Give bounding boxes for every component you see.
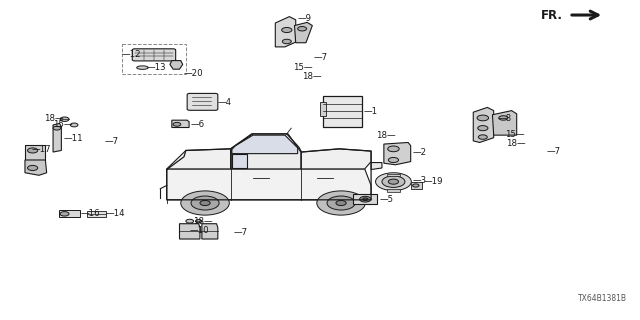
- Circle shape: [363, 198, 368, 200]
- Text: —16: —16: [81, 209, 100, 218]
- Bar: [411, 182, 422, 189]
- Polygon shape: [294, 22, 312, 43]
- Circle shape: [382, 176, 405, 188]
- Text: —12: —12: [122, 50, 141, 59]
- Text: 18—: 18—: [193, 217, 212, 226]
- Polygon shape: [384, 142, 411, 165]
- Text: —11: —11: [63, 134, 83, 143]
- Circle shape: [173, 123, 180, 126]
- Text: —20: —20: [184, 69, 204, 78]
- Circle shape: [60, 117, 69, 122]
- Circle shape: [195, 220, 202, 223]
- Text: 18—: 18—: [376, 131, 396, 140]
- Polygon shape: [170, 60, 182, 69]
- Bar: [122, 44, 186, 74]
- Circle shape: [28, 148, 38, 153]
- Circle shape: [200, 200, 210, 205]
- Circle shape: [360, 196, 371, 202]
- Circle shape: [413, 184, 419, 187]
- Circle shape: [60, 212, 69, 216]
- Polygon shape: [202, 224, 218, 239]
- Polygon shape: [275, 17, 296, 47]
- Bar: [387, 174, 400, 176]
- Text: TX64B1381B: TX64B1381B: [577, 294, 627, 303]
- Bar: [387, 189, 400, 192]
- Text: 18—: 18—: [44, 114, 63, 123]
- Text: 18—: 18—: [506, 139, 525, 148]
- Polygon shape: [167, 169, 371, 200]
- Text: —8: —8: [497, 114, 511, 123]
- Text: —2: —2: [413, 148, 427, 156]
- Text: —14: —14: [106, 209, 125, 218]
- Circle shape: [336, 200, 346, 205]
- Circle shape: [327, 196, 355, 210]
- Circle shape: [186, 219, 193, 223]
- Polygon shape: [301, 149, 371, 169]
- Circle shape: [180, 191, 229, 215]
- Circle shape: [282, 39, 291, 44]
- Polygon shape: [25, 160, 47, 175]
- Text: 15—: 15—: [292, 63, 312, 72]
- Circle shape: [388, 146, 399, 152]
- Circle shape: [191, 196, 219, 210]
- Polygon shape: [230, 134, 301, 169]
- Bar: [353, 195, 378, 204]
- Text: —7: —7: [314, 53, 328, 62]
- Circle shape: [376, 173, 412, 191]
- Text: 15—: 15—: [52, 120, 72, 129]
- Polygon shape: [25, 145, 45, 160]
- Polygon shape: [232, 135, 298, 154]
- Text: —7: —7: [547, 147, 561, 156]
- Circle shape: [499, 116, 508, 120]
- Bar: [323, 96, 362, 126]
- Polygon shape: [492, 111, 516, 135]
- Text: —7: —7: [234, 228, 248, 237]
- Circle shape: [53, 126, 61, 130]
- Polygon shape: [232, 154, 246, 168]
- Polygon shape: [172, 120, 189, 127]
- Text: FR.: FR.: [541, 9, 563, 21]
- Circle shape: [298, 27, 307, 31]
- Circle shape: [28, 165, 38, 171]
- Polygon shape: [473, 108, 493, 142]
- Polygon shape: [371, 163, 382, 170]
- Text: —6: —6: [191, 120, 205, 129]
- Text: —3: —3: [413, 176, 427, 185]
- Text: —4: —4: [218, 98, 232, 107]
- Polygon shape: [179, 224, 200, 239]
- FancyBboxPatch shape: [187, 93, 218, 110]
- Circle shape: [317, 191, 365, 215]
- Ellipse shape: [137, 66, 148, 69]
- Circle shape: [477, 125, 488, 131]
- Text: —1: —1: [364, 107, 378, 116]
- Text: —19: —19: [424, 177, 443, 186]
- Text: 18—: 18—: [301, 72, 321, 81]
- Circle shape: [478, 135, 487, 139]
- Bar: [320, 102, 326, 116]
- Text: —5: —5: [380, 195, 394, 204]
- Circle shape: [477, 115, 488, 121]
- Text: —10: —10: [189, 226, 209, 235]
- Circle shape: [388, 157, 399, 163]
- Text: —9: —9: [298, 14, 312, 23]
- FancyBboxPatch shape: [132, 49, 175, 61]
- Polygon shape: [167, 149, 230, 169]
- Bar: [87, 211, 106, 217]
- Text: —13: —13: [147, 63, 166, 72]
- Text: 15—: 15—: [505, 130, 524, 139]
- Text: —7: —7: [104, 137, 118, 146]
- Circle shape: [282, 28, 292, 33]
- Circle shape: [70, 123, 78, 127]
- Circle shape: [388, 179, 399, 184]
- Polygon shape: [53, 123, 61, 152]
- Bar: [60, 210, 80, 217]
- Text: —17: —17: [31, 145, 51, 154]
